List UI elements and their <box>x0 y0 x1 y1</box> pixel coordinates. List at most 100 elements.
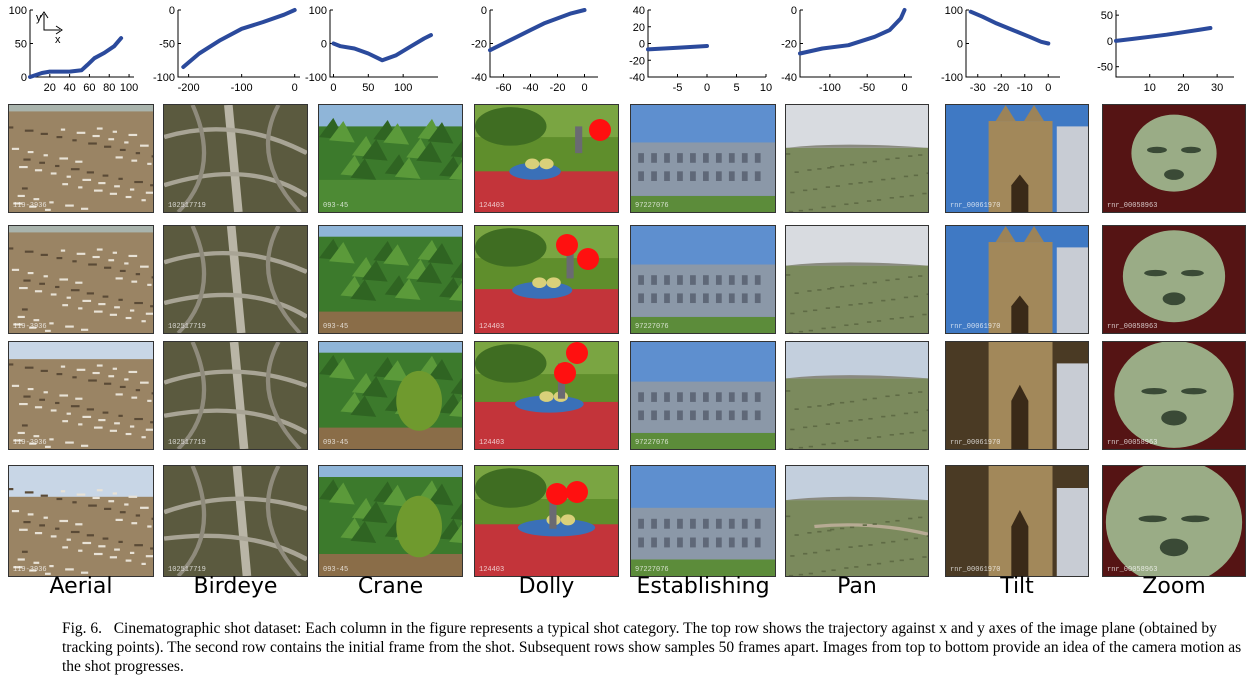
x-tick-label: 10 <box>760 82 772 94</box>
y-tick-label: 0 <box>169 5 175 17</box>
column-label-pan: Pan <box>837 574 877 599</box>
frame-image <box>9 342 153 449</box>
frame-image <box>786 342 928 449</box>
frame-image <box>319 226 462 333</box>
x-tick-label: -40 <box>523 82 539 94</box>
frame-watermark: 124403 <box>479 439 505 447</box>
frame-watermark: rnr_00058963 <box>1107 323 1158 331</box>
frame-crane-row-1: 093-45 <box>318 104 463 213</box>
y-tick-label: -40 <box>781 72 797 84</box>
frame-watermark: 97227076 <box>635 439 669 447</box>
frame-zoom-row-4: rnr_00058963 <box>1102 465 1246 577</box>
frame-birdeye-row-2: 102517719 <box>163 225 308 334</box>
frame-image <box>946 342 1088 449</box>
y-tick-label: -20 <box>781 39 797 51</box>
y-tick-label: 50 <box>1101 10 1113 22</box>
plot-axes <box>329 10 438 78</box>
frame-image <box>475 342 618 449</box>
y-tick-label: -20 <box>471 39 487 51</box>
column-label-crane: Crane <box>357 574 424 599</box>
plot-axes <box>647 10 766 78</box>
y-tick-label: 40 <box>633 5 645 17</box>
plot-1: 0 50 100 20 40 60 80 100 <box>9 5 139 94</box>
y-tick-label: 20 <box>633 22 645 34</box>
trajectory-line <box>798 8 907 56</box>
frame-watermark: rnr_00061970 <box>950 566 1001 574</box>
frame-image <box>1103 105 1245 212</box>
frame-tilt-row-3: rnr_00061970 <box>945 341 1089 450</box>
frame-image <box>9 466 153 576</box>
frame-image <box>9 105 153 212</box>
plot-5: -40 -20 0 20 40 -5 0 5 10 <box>629 5 772 94</box>
frame-watermark: rnr_00061970 <box>950 202 1001 210</box>
plot-8: -50 0 50 10 20 30 <box>1097 10 1234 94</box>
frame-watermark: 102517719 <box>168 323 206 331</box>
frame-image <box>1103 226 1245 333</box>
frame-watermark: 102517719 <box>168 566 206 574</box>
x-tick-label: 0 <box>704 82 710 94</box>
frame-image <box>319 105 462 212</box>
axis-legend-x: x <box>55 34 61 46</box>
frame-image <box>946 466 1088 576</box>
frame-dolly-row-4: 124403 <box>474 465 619 577</box>
frame-image <box>164 105 307 212</box>
frame-tilt-row-1: rnr_00061970 <box>945 104 1089 213</box>
x-tick-label: -200 <box>178 82 200 94</box>
x-tick-label: 30 <box>1211 82 1223 94</box>
x-tick-label: 0 <box>901 82 907 94</box>
y-tick-label: 100 <box>9 5 27 17</box>
x-tick-label: 0 <box>1045 82 1051 94</box>
plot-axes <box>1115 10 1234 78</box>
tracking-point-marker <box>566 481 588 503</box>
frame-image <box>475 226 618 333</box>
frame-watermark: 119-3936 <box>13 566 47 574</box>
tracking-point-marker <box>556 234 578 256</box>
frame-watermark: 093-45 <box>323 566 349 574</box>
frame-dolly-row-2: 124403 <box>474 225 619 334</box>
frame-image <box>946 226 1088 333</box>
frame-establishing-row-1: 97227076 <box>630 104 776 213</box>
y-tick-label: -50 <box>159 39 175 51</box>
y-tick-label: 0 <box>791 5 797 17</box>
y-tick-label: -20 <box>629 55 645 67</box>
frame-image <box>475 466 618 576</box>
frame-image <box>631 466 775 576</box>
x-tick-label: -20 <box>550 82 566 94</box>
x-tick-label: -20 <box>993 82 1009 94</box>
tracking-point-marker <box>554 362 576 384</box>
frame-watermark: 093-45 <box>323 202 349 210</box>
y-tick-label: -40 <box>471 72 487 84</box>
frame-image <box>164 226 307 333</box>
trajectory-line <box>28 36 124 79</box>
frame-watermark: 119-3936 <box>13 202 47 210</box>
y-tick-label: 100 <box>945 5 963 17</box>
column-label-zoom: Zoom <box>1142 574 1206 599</box>
trajectory-line <box>488 8 587 53</box>
caption-fig: Fig. 6. <box>62 620 103 637</box>
trajectory-line <box>646 44 709 52</box>
frame-dolly-row-3: 124403 <box>474 341 619 450</box>
frame-watermark: 102517719 <box>168 439 206 447</box>
frame-pan-row-3 <box>785 341 929 450</box>
frame-image <box>1103 466 1245 576</box>
axis-legend-y: y <box>36 12 42 24</box>
y-tick-label: -50 <box>1097 62 1113 74</box>
frame-image <box>631 105 775 212</box>
frame-image <box>786 105 928 212</box>
x-tick-label: -100 <box>231 82 253 94</box>
frame-image <box>1103 342 1245 449</box>
column-label-establishing: Establishing <box>636 574 770 599</box>
frame-watermark: 124403 <box>479 566 505 574</box>
tracking-point-marker <box>577 248 599 270</box>
frame-watermark: 124403 <box>479 323 505 331</box>
plot-4: -40 -20 0 -60 -40 -20 0 <box>471 5 598 94</box>
y-tick-label: 50 <box>15 39 27 51</box>
frame-image <box>631 342 775 449</box>
frame-tilt-row-2: rnr_00061970 <box>945 225 1089 334</box>
frame-birdeye-row-1: 102517719 <box>163 104 308 213</box>
x-tick-label: 20 <box>44 82 56 94</box>
tracking-point-marker <box>589 119 611 141</box>
x-tick-label: 0 <box>581 82 587 94</box>
plot-6: -40 -20 0 -100 -50 0 <box>781 5 912 94</box>
